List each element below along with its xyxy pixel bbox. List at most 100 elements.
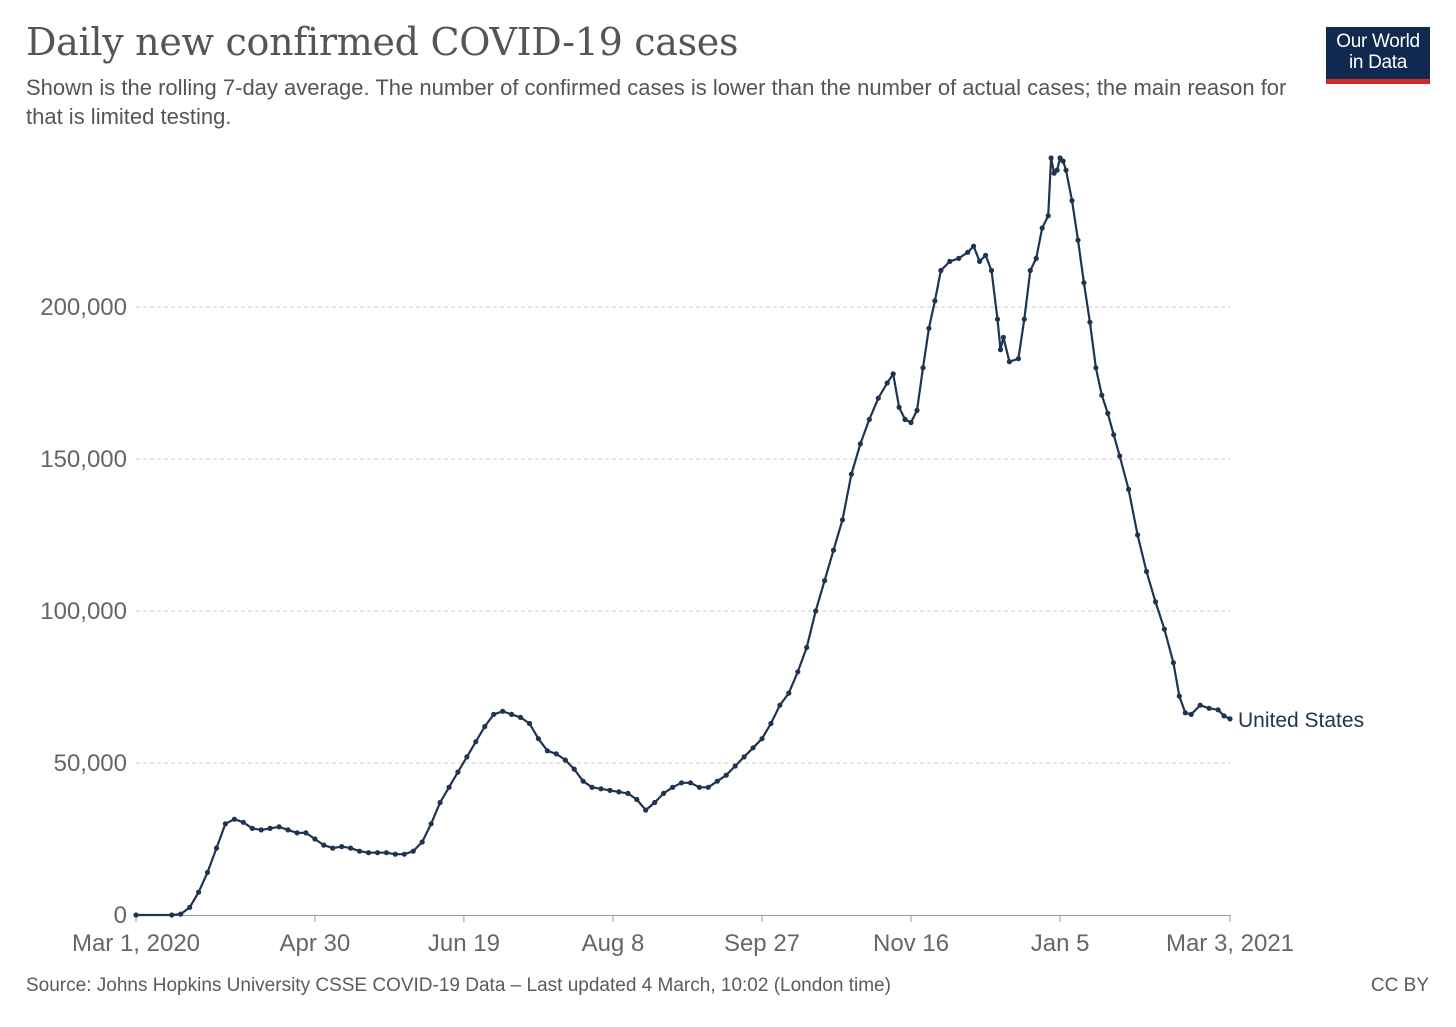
data-point: [517, 714, 524, 721]
logo-line-1: Our World: [1336, 31, 1420, 52]
data-point: [437, 799, 443, 806]
data-point: [491, 711, 497, 718]
data-point: [455, 769, 461, 775]
series-layer: United States: [133, 155, 1364, 918]
data-point: [994, 316, 1001, 322]
data-point: [276, 824, 282, 830]
data-point: [294, 830, 300, 836]
data-point: [786, 690, 792, 696]
data-point: [857, 441, 864, 447]
data-point: [1152, 599, 1159, 605]
data-point: [1188, 711, 1194, 718]
data-point: [705, 784, 711, 790]
data-point: [204, 869, 211, 876]
data-point: [392, 851, 398, 857]
data-point: [428, 821, 434, 827]
data-point: [652, 799, 658, 806]
data-point: [813, 608, 819, 614]
data-point: [321, 842, 327, 848]
x-tick-label: Apr 30: [279, 930, 350, 957]
data-point: [464, 754, 470, 760]
data-point: [795, 669, 801, 675]
data-point: [1170, 660, 1176, 666]
data-point: [1206, 705, 1212, 711]
data-point: [285, 827, 291, 833]
data-point: [1111, 432, 1117, 438]
data-point: [571, 766, 577, 772]
series-line-united-states: [136, 156, 1231, 917]
logo-line-2: in Data: [1348, 52, 1408, 73]
data-point: [896, 404, 902, 410]
data-point: [965, 249, 971, 255]
data-point: [267, 825, 273, 832]
data-point: [777, 702, 783, 708]
data-point: [687, 780, 694, 786]
data-point: [410, 848, 416, 854]
data-point: [875, 395, 881, 401]
gridlines: [136, 306, 1230, 764]
data-point: [1197, 702, 1203, 708]
owid-logo[interactable]: Our World in Data: [1326, 27, 1430, 84]
x-tick-label: Jan 5: [1031, 930, 1090, 957]
y-tick-label: 0: [114, 902, 127, 929]
data-point: [348, 845, 354, 851]
data-point: [1117, 453, 1123, 459]
data-point: [1021, 316, 1027, 322]
data-point: [977, 258, 983, 264]
data-point: [535, 736, 542, 742]
data-point: [920, 365, 926, 371]
data-point: [330, 845, 336, 851]
data-point: [830, 547, 837, 553]
data-point: [383, 850, 389, 856]
data-point: [231, 816, 237, 822]
data-point: [1006, 359, 1013, 365]
data-point: [890, 371, 896, 377]
data-point: [562, 757, 568, 763]
data-point: [544, 748, 551, 754]
data-point: [1221, 713, 1227, 719]
data-point: [643, 807, 649, 813]
data-point: [804, 644, 810, 651]
data-point: [971, 243, 977, 249]
data-point: [473, 739, 479, 745]
x-tick-label: Nov 16: [873, 930, 949, 957]
data-point: [1048, 155, 1054, 161]
data-point: [357, 848, 363, 854]
data-point: [1000, 334, 1007, 340]
data-point: [589, 784, 595, 790]
data-point: [884, 380, 890, 386]
data-point: [1081, 280, 1087, 286]
data-point: [526, 720, 533, 727]
data-point: [1054, 167, 1060, 173]
data-point: [997, 347, 1004, 353]
data-point: [249, 825, 255, 832]
data-point: [1060, 158, 1066, 164]
data-point: [133, 912, 139, 918]
data-point: [1069, 198, 1075, 204]
data-point: [1227, 716, 1233, 722]
data-point: [446, 784, 452, 790]
data-point: [1105, 410, 1111, 416]
data-point: [670, 784, 676, 790]
data-point: [365, 850, 372, 856]
data-point: [213, 845, 220, 851]
y-tick-label: 200,000: [40, 294, 127, 321]
data-point: [312, 836, 318, 842]
x-tick-label: Sep 27: [724, 930, 800, 957]
data-point: [678, 780, 685, 786]
data-point: [401, 851, 407, 857]
license-link[interactable]: CC BY: [1370, 975, 1429, 996]
data-point: [509, 711, 515, 718]
data-point: [240, 819, 246, 825]
data-point: [822, 578, 828, 584]
data-point: [1182, 710, 1188, 716]
x-tick-label: Mar 3, 2021: [1166, 930, 1294, 957]
data-point: [983, 252, 989, 258]
data-point: [839, 517, 846, 523]
data-point: [908, 419, 914, 426]
data-point: [732, 763, 738, 769]
data-point: [500, 708, 506, 714]
y-tick-label: 50,000: [54, 750, 127, 777]
data-point: [187, 904, 193, 911]
source-note: Source: Johns Hopkins University CSSE CO…: [26, 975, 891, 996]
